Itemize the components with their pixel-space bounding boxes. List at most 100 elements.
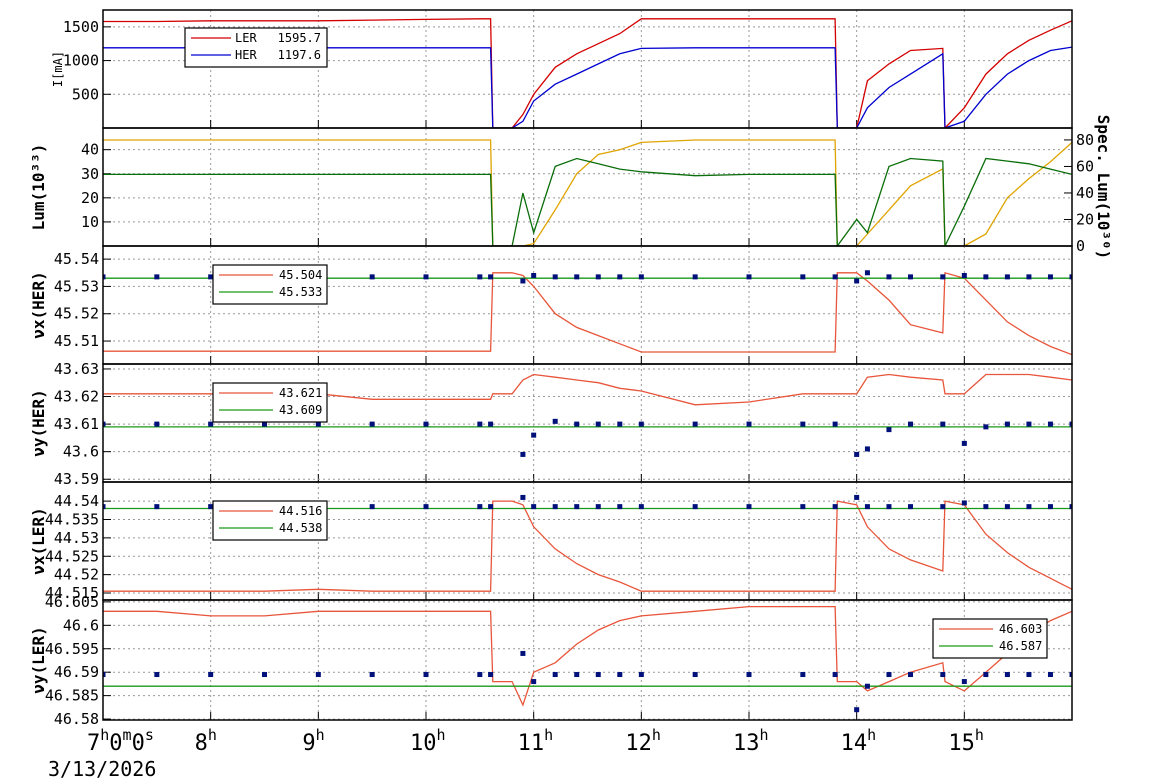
data-point	[983, 274, 989, 280]
y-tick-label: 1000	[63, 52, 99, 70]
y-tick-label: 44.53	[54, 529, 99, 547]
data-point	[886, 504, 892, 510]
data-point	[864, 270, 870, 276]
y-tick-label: 46.595	[45, 640, 99, 658]
data-point	[262, 421, 267, 427]
data-point	[854, 494, 860, 500]
data-point	[552, 418, 558, 424]
data-point	[617, 672, 623, 678]
data-point	[1026, 672, 1032, 678]
data-point	[423, 274, 429, 280]
y-tick-label: 45.53	[54, 277, 99, 295]
data-point	[103, 672, 106, 678]
data-point	[800, 421, 806, 427]
x-tick-label: 11h	[518, 726, 554, 756]
x-tick-label: 10h	[410, 726, 446, 756]
data-point	[423, 504, 429, 510]
data-point	[961, 440, 967, 446]
data-point	[1026, 274, 1032, 280]
panel: 43.59 43.6 43.61 43.62 43.63 νy(HER) 43.621 43.…	[29, 360, 1073, 488]
data-point	[1047, 672, 1053, 678]
y-tick-label: 45.52	[54, 305, 99, 323]
data-point	[746, 274, 752, 280]
data-point	[940, 504, 946, 510]
plot-frame	[102, 127, 1073, 247]
data-point	[423, 672, 429, 678]
data-point	[864, 683, 870, 689]
data-point	[208, 504, 214, 510]
panel: 10 20 30 40 0 20 40 60 80 Lum(10³³) Spec. Lum(10³⁰…	[29, 115, 1113, 260]
data-point	[1004, 421, 1010, 427]
data-point	[1069, 504, 1072, 510]
y-tick-label: 44.515	[45, 584, 99, 602]
data-point	[638, 274, 644, 280]
data-point	[1047, 504, 1053, 510]
y-tick-label: 46.605	[45, 593, 99, 611]
y-axis-label: νy(HER)	[29, 389, 48, 456]
legend-label: 45.533	[279, 285, 322, 299]
data-point	[531, 679, 537, 685]
legend-label: 43.609	[279, 403, 322, 417]
y-tick-label: 43.61	[54, 415, 99, 433]
data-point	[832, 504, 838, 510]
plot-frame	[102, 245, 1073, 365]
data-point	[315, 421, 321, 427]
series-line	[103, 46, 1072, 128]
data-point	[692, 504, 698, 510]
y-tick-label: 46.585	[45, 687, 99, 705]
data-point	[854, 451, 860, 457]
legend-label: 45.504	[279, 268, 322, 282]
data-point	[488, 504, 494, 510]
y2-tick-label: 80	[1076, 131, 1094, 149]
data-point	[961, 679, 967, 685]
data-point	[531, 504, 537, 510]
data-point	[595, 672, 601, 678]
data-point	[886, 427, 892, 433]
panel: 7h0m0s 8h 9h 10h 11h 12h 13h 14h 15h 46.58 46.585 4…	[29, 593, 1073, 781]
y-axis-label: νx(HER)	[29, 271, 48, 338]
y-tick-label: 43.62	[54, 388, 99, 406]
data-point	[1069, 421, 1072, 427]
data-point	[103, 421, 106, 427]
panel: 45.51 45.52 45.53 45.54 νx(HER) 45.504 45.533	[29, 245, 1073, 365]
data-point	[574, 672, 580, 678]
data-point	[552, 672, 558, 678]
panel: 500 1000 1500 I[mA] LER 1595.7 HER 1197.6	[51, 9, 1073, 129]
data-point	[854, 278, 860, 284]
y-tick-label: 44.54	[54, 492, 99, 510]
data-point	[832, 672, 838, 678]
x-tick-label: 12h	[625, 726, 661, 756]
y-tick-label: 44.525	[45, 547, 99, 565]
data-point	[1069, 274, 1072, 280]
data-point	[617, 421, 623, 427]
data-point	[488, 672, 494, 678]
legend-box	[184, 27, 328, 68]
data-point	[1047, 421, 1053, 427]
y-tick-label: 45.54	[54, 250, 99, 268]
data-point	[103, 504, 106, 510]
y-axis-label: νx(LER)	[29, 507, 48, 574]
y2-tick-label: 20	[1076, 210, 1094, 228]
legend-label: 44.516	[279, 504, 322, 518]
data-point	[864, 504, 870, 510]
data-point	[595, 274, 601, 280]
data-point	[1026, 421, 1032, 427]
y-tick-label: 10	[81, 213, 99, 231]
data-point	[854, 707, 860, 713]
data-point	[595, 421, 601, 427]
data-point	[940, 421, 946, 427]
data-point	[531, 432, 537, 438]
legend-box	[212, 382, 328, 423]
series-line	[103, 500, 1072, 592]
x-tick-label: 14h	[841, 726, 877, 756]
data-point	[886, 672, 892, 678]
data-point	[800, 672, 806, 678]
data-point	[908, 504, 913, 510]
data-point	[477, 274, 483, 280]
data-point	[832, 421, 838, 427]
data-point	[1026, 504, 1032, 510]
data-point	[746, 672, 752, 678]
data-point	[208, 421, 214, 427]
data-point	[423, 421, 429, 427]
